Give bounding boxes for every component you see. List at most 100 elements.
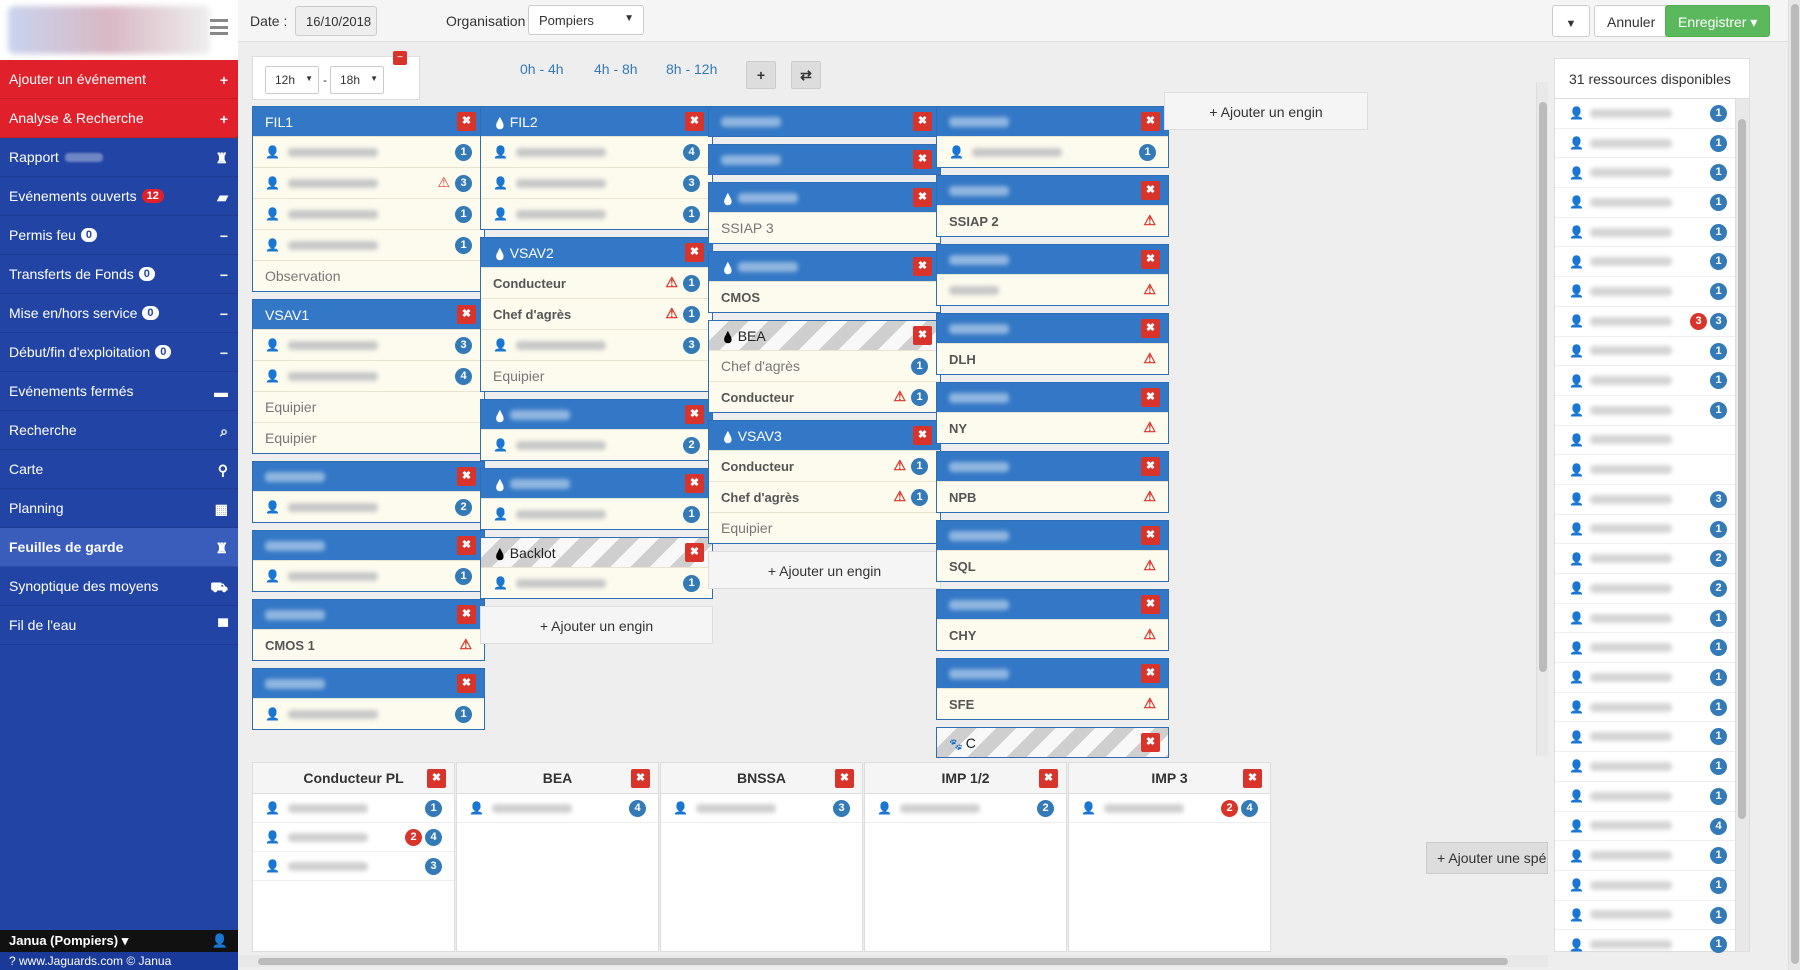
speciality-member[interactable]: 👤 2 4: [1069, 794, 1270, 823]
organisation-select[interactable]: Pompiers ▼: [528, 5, 644, 35]
vehicle-card-header[interactable]: 💧 ✖: [481, 400, 712, 429]
vehicle-card-header[interactable]: 💧 ✖: [481, 469, 712, 498]
sidebar-item-11[interactable]: Planning ▦: [0, 489, 238, 528]
remove-vehicle-icon[interactable]: ✖: [913, 112, 932, 131]
crew-slot[interactable]: NY ⚠: [937, 412, 1168, 443]
crew-slot[interactable]: 👤 ⚠ 3: [253, 167, 484, 198]
hamburger-menu-icon[interactable]: [210, 19, 228, 35]
vehicle-card-header[interactable]: 💧 ✖: [709, 252, 940, 281]
range-link-0-4[interactable]: 0h - 4h: [520, 61, 564, 77]
crew-slot[interactable]: CHY ⚠: [937, 619, 1168, 650]
crew-slot[interactable]: Chef d'agrès ⚠ 1: [709, 481, 940, 512]
crew-slot[interactable]: Conducteur ⚠ 1: [709, 381, 940, 412]
remove-vehicle-icon[interactable]: ✖: [457, 305, 476, 324]
resource-item[interactable]: 👤 1: [1555, 247, 1749, 278]
resource-item[interactable]: 👤 1: [1555, 752, 1749, 782]
add-vehicle-button[interactable]: + Ajouter un engin: [1164, 92, 1368, 130]
vehicle-card-header[interactable]: ✖: [937, 521, 1168, 550]
crew-slot[interactable]: DLH ⚠: [937, 343, 1168, 374]
resource-item[interactable]: 👤 1: [1555, 218, 1749, 248]
sidebar-item-6[interactable]: Mise en/hors service 0 −: [0, 294, 238, 333]
dropdown-toggle-button[interactable]: ▼: [1552, 5, 1590, 37]
resources-scrollbar-thumb[interactable]: [1738, 119, 1746, 819]
vehicle-card-header[interactable]: 💧 Backlot ✖: [481, 538, 712, 567]
remove-vehicle-icon[interactable]: ✖: [1141, 526, 1160, 545]
crew-slot[interactable]: Equipier: [709, 512, 940, 543]
remove-vehicle-icon[interactable]: ✖: [685, 543, 704, 562]
sidebar-item-8[interactable]: Evénements fermés ▬: [0, 372, 238, 411]
resource-item[interactable]: 👤 1: [1555, 722, 1749, 753]
page-scrollbar[interactable]: [1788, 0, 1800, 970]
crew-slot[interactable]: 👤 4: [481, 136, 712, 167]
resource-item[interactable]: 👤 2: [1555, 574, 1749, 604]
crew-slot[interactable]: Equipier: [253, 422, 484, 453]
crew-slot[interactable]: 👤 1: [253, 560, 484, 591]
remove-speciality-icon[interactable]: ✖: [1243, 769, 1262, 788]
remove-vehicle-icon[interactable]: ✖: [1141, 733, 1160, 752]
add-speciality-button[interactable]: + Ajouter une spé: [1426, 842, 1548, 874]
crew-slot[interactable]: Conducteur ⚠ 1: [709, 450, 940, 481]
vehicle-card-header[interactable]: ✖: [937, 314, 1168, 343]
sidebar-item-9[interactable]: Recherche ⌕: [0, 411, 238, 450]
remove-vehicle-icon[interactable]: ✖: [1141, 595, 1160, 614]
remove-vehicle-icon[interactable]: ✖: [457, 467, 476, 486]
speciality-member[interactable]: 👤 4: [457, 794, 658, 823]
crew-slot[interactable]: 👤 4: [253, 360, 484, 391]
crew-slot[interactable]: 👤 1: [481, 498, 712, 529]
crew-slot[interactable]: Chef d'agrès 1: [709, 350, 940, 381]
end-hour-select[interactable]: 18h ▼: [330, 66, 384, 94]
remove-vehicle-icon[interactable]: ✖: [1141, 319, 1160, 338]
vehicle-card-header[interactable]: FIL1 ✖: [253, 107, 484, 136]
remove-vehicle-icon[interactable]: ✖: [1141, 112, 1160, 131]
page-scrollbar-thumb[interactable]: [1791, 4, 1799, 964]
crew-slot[interactable]: 👤 1: [253, 698, 484, 729]
range-link-4-8[interactable]: 4h - 8h: [594, 61, 638, 77]
vehicle-card-header[interactable]: ✖: [253, 462, 484, 491]
resource-item[interactable]: 👤: [1555, 426, 1749, 456]
crew-slot[interactable]: 👤 1: [253, 198, 484, 229]
resource-item[interactable]: 👤 1: [1555, 277, 1749, 307]
remove-speciality-icon[interactable]: ✖: [835, 769, 854, 788]
remove-vehicle-icon[interactable]: ✖: [913, 188, 932, 207]
crew-slot[interactable]: Equipier: [481, 360, 712, 391]
footer-text[interactable]: ? www.Jaguards.com © Janua: [9, 954, 172, 968]
crew-slot[interactable]: CMOS 1 ⚠: [253, 629, 484, 660]
resource-item[interactable]: 👤 4: [1555, 812, 1749, 842]
crew-slot[interactable]: Equipier: [253, 391, 484, 422]
crew-slot[interactable]: Conducteur ⚠ 1: [481, 267, 712, 298]
remove-vehicle-icon[interactable]: ✖: [1141, 664, 1160, 683]
save-button[interactable]: Enregistrer ▾: [1665, 5, 1771, 37]
remove-vehicle-icon[interactable]: ✖: [1141, 181, 1160, 200]
remove-vehicle-icon[interactable]: ✖: [1141, 388, 1160, 407]
vehicle-card-header[interactable]: ✖: [937, 176, 1168, 205]
vehicle-card-header[interactable]: ✖: [709, 107, 940, 136]
vehicle-card-header[interactable]: ✖: [253, 531, 484, 560]
crew-slot[interactable]: 👤 1: [481, 567, 712, 598]
horizontal-scrollbar-thumb[interactable]: [258, 958, 1508, 965]
vehicle-card-header[interactable]: 💧 FIL2 ✖: [481, 107, 712, 136]
crew-slot[interactable]: Chef d'agrès ⚠ 1: [481, 298, 712, 329]
resources-scrollbar[interactable]: [1735, 99, 1749, 951]
speciality-member[interactable]: 👤 1: [253, 794, 454, 823]
crew-slot[interactable]: SQL ⚠: [937, 550, 1168, 581]
crew-slot[interactable]: SSIAP 2 ⚠: [937, 205, 1168, 236]
vehicle-card-header[interactable]: 💧 BEA ✖: [709, 321, 940, 350]
crew-slot[interactable]: 👤 3: [253, 329, 484, 360]
resource-item[interactable]: 👤 1: [1555, 871, 1749, 901]
remove-speciality-icon[interactable]: ✖: [427, 769, 446, 788]
remove-vehicle-icon[interactable]: ✖: [457, 112, 476, 131]
remove-vehicle-icon[interactable]: ✖: [1141, 250, 1160, 269]
remove-vehicle-icon[interactable]: ✖: [913, 257, 932, 276]
crew-slot[interactable]: SSIAP 3: [709, 212, 940, 243]
crew-slot[interactable]: 👤 1: [937, 136, 1168, 167]
speciality-member[interactable]: 👤 2 4: [253, 823, 454, 852]
vehicle-card-header[interactable]: 💧 VSAV2 ✖: [481, 238, 712, 267]
remove-vehicle-icon[interactable]: ✖: [685, 405, 704, 424]
speciality-member[interactable]: 👤 3: [253, 852, 454, 881]
vehicle-card-header[interactable]: ✖: [937, 590, 1168, 619]
crew-slot[interactable]: 👤 2: [253, 491, 484, 522]
crew-slot[interactable]: 👤 1: [253, 229, 484, 260]
swap-button[interactable]: ⇄: [791, 61, 821, 89]
sidebar-item-0[interactable]: Ajouter un événement +: [0, 60, 238, 99]
remove-vehicle-icon[interactable]: ✖: [457, 605, 476, 624]
